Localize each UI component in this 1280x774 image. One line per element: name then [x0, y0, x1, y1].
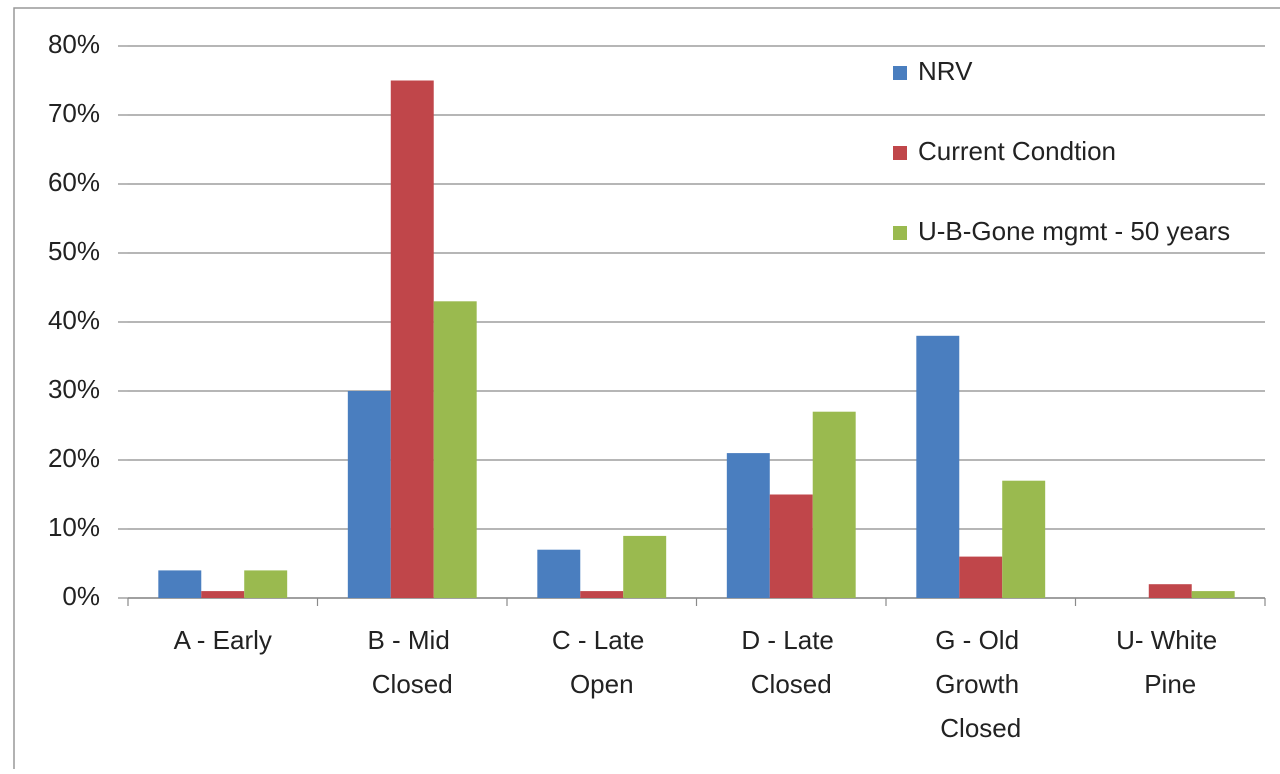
legend-swatch	[893, 146, 907, 160]
y-tick-label: 10%	[48, 512, 100, 542]
x-tick-label: G - Old Growth Closed	[935, 625, 1026, 743]
y-tick-label: 20%	[48, 443, 100, 473]
x-tick-label: B - Mid Closed	[367, 625, 457, 699]
x-tick-label: D - Late Closed	[741, 625, 841, 699]
bar	[769, 494, 813, 598]
y-tick-label: 0%	[62, 581, 100, 611]
y-tick-label: 30%	[48, 374, 100, 404]
chart-border	[13, 7, 1280, 774]
legend-swatch	[893, 66, 907, 80]
bar	[537, 549, 581, 598]
x-tick-label: C - Late Open	[552, 625, 652, 699]
bar	[201, 591, 245, 598]
bar	[623, 535, 667, 598]
bar	[726, 453, 770, 598]
bar	[959, 556, 1003, 598]
y-tick-label: 80%	[48, 29, 100, 59]
legend-label: U-B-Gone mgmt - 50 years	[918, 216, 1230, 246]
bar	[1148, 584, 1192, 598]
bar	[433, 301, 477, 598]
y-tick-label: 50%	[48, 236, 100, 266]
bar	[1191, 591, 1235, 598]
bar	[158, 570, 202, 598]
bar	[916, 335, 960, 598]
bar	[580, 591, 624, 598]
bar	[812, 411, 856, 598]
legend-label: NRV	[918, 56, 973, 86]
x-tick-label: A - Early	[174, 625, 272, 655]
y-tick-label: 70%	[48, 98, 100, 128]
legend-label: Current Condtion	[918, 136, 1116, 166]
bar	[1002, 480, 1046, 598]
bar	[244, 570, 288, 598]
legend-swatch	[893, 226, 907, 240]
x-tick-label: U- White Pine	[1116, 625, 1224, 699]
y-tick-label: 40%	[48, 305, 100, 335]
bar	[347, 391, 391, 598]
bar	[390, 80, 434, 598]
y-tick-label: 60%	[48, 167, 100, 197]
